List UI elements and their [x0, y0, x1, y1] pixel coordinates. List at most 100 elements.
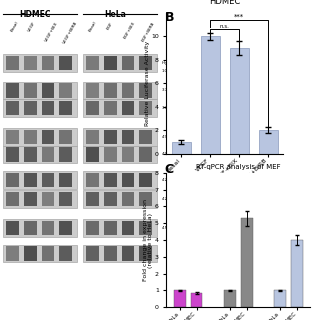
- Bar: [291, 240, 303, 307]
- Bar: [3, 99, 77, 117]
- Bar: [3, 54, 77, 72]
- Bar: [104, 221, 117, 235]
- Bar: [83, 146, 157, 163]
- Bar: [122, 130, 134, 144]
- Bar: [42, 130, 54, 144]
- Bar: [3, 219, 77, 237]
- Bar: [86, 246, 99, 261]
- Bar: [86, 56, 99, 70]
- Text: ***: ***: [234, 14, 244, 20]
- Bar: [6, 101, 19, 115]
- Bar: [122, 83, 134, 98]
- Bar: [83, 54, 157, 72]
- Title: RT-qPCR analysis of MEF: RT-qPCR analysis of MEF: [196, 164, 281, 170]
- Text: 45 kDa: 45 kDa: [162, 226, 176, 230]
- Bar: [24, 83, 37, 98]
- Bar: [42, 221, 54, 235]
- Bar: [6, 192, 19, 206]
- Bar: [83, 190, 157, 208]
- Bar: [139, 192, 152, 206]
- Text: 37 kDa: 37 kDa: [162, 106, 176, 110]
- Bar: [24, 246, 37, 261]
- Bar: [139, 83, 152, 98]
- Bar: [3, 128, 77, 146]
- Bar: [201, 36, 220, 154]
- Bar: [86, 192, 99, 206]
- Text: 37 kDa: 37 kDa: [162, 88, 176, 92]
- Bar: [172, 142, 191, 154]
- Bar: [104, 101, 117, 115]
- Title: HDMEC: HDMEC: [209, 0, 240, 6]
- Bar: [122, 147, 134, 162]
- Bar: [24, 56, 37, 70]
- Bar: [3, 171, 77, 189]
- Bar: [86, 101, 99, 115]
- Bar: [139, 246, 152, 261]
- Bar: [42, 56, 54, 70]
- Bar: [83, 82, 157, 99]
- Bar: [3, 82, 77, 99]
- Bar: [59, 130, 72, 144]
- Text: 49 kDa: 49 kDa: [162, 152, 176, 156]
- Bar: [59, 147, 72, 162]
- Bar: [24, 173, 37, 187]
- Bar: [42, 101, 54, 115]
- Bar: [86, 221, 99, 235]
- Bar: [6, 83, 19, 98]
- Bar: [274, 291, 286, 307]
- Bar: [191, 293, 203, 307]
- Bar: [24, 192, 37, 206]
- Y-axis label: Relative Luciferase Activity: Relative Luciferase Activity: [145, 41, 150, 126]
- Bar: [139, 56, 152, 70]
- Bar: [6, 130, 19, 144]
- Bar: [59, 221, 72, 235]
- Text: Hyper Phos-ERK5: Hyper Phos-ERK5: [162, 61, 197, 65]
- Bar: [86, 130, 99, 144]
- Bar: [104, 130, 117, 144]
- Text: EGF: EGF: [106, 21, 113, 30]
- Y-axis label: Fold change in expression
(relative to HeLa): Fold change in expression (relative to H…: [143, 199, 153, 281]
- Bar: [259, 130, 278, 154]
- Bar: [139, 173, 152, 187]
- Text: 49 kDa: 49 kDa: [162, 135, 176, 139]
- Bar: [241, 218, 252, 307]
- Bar: [59, 83, 72, 98]
- Bar: [224, 291, 236, 307]
- Bar: [6, 147, 19, 162]
- Bar: [139, 221, 152, 235]
- Bar: [174, 291, 186, 307]
- Bar: [59, 192, 72, 206]
- Bar: [42, 83, 54, 98]
- Bar: [122, 246, 134, 261]
- Text: Basal: Basal: [88, 21, 97, 33]
- Bar: [139, 101, 152, 115]
- Text: VEGF+BIX: VEGF+BIX: [45, 21, 60, 42]
- Bar: [6, 246, 19, 261]
- Text: Basal: Basal: [10, 21, 19, 33]
- Text: 42/44 kDa: 42/44 kDa: [162, 178, 182, 182]
- Bar: [139, 130, 152, 144]
- Bar: [3, 146, 77, 163]
- Bar: [6, 221, 19, 235]
- Bar: [24, 147, 37, 162]
- Bar: [122, 221, 134, 235]
- Bar: [24, 101, 37, 115]
- Bar: [42, 192, 54, 206]
- Bar: [104, 173, 117, 187]
- Bar: [104, 147, 117, 162]
- Bar: [83, 99, 157, 117]
- Bar: [3, 245, 77, 262]
- Bar: [104, 83, 117, 98]
- Text: B: B: [165, 11, 174, 24]
- Text: HeLa: HeLa: [104, 10, 126, 19]
- Bar: [122, 173, 134, 187]
- Bar: [104, 192, 117, 206]
- Bar: [24, 221, 37, 235]
- Bar: [230, 48, 249, 154]
- Bar: [59, 56, 72, 70]
- Bar: [59, 246, 72, 261]
- Text: C: C: [165, 163, 174, 176]
- Text: EGF+BIX: EGF+BIX: [123, 21, 136, 40]
- Bar: [6, 173, 19, 187]
- Bar: [24, 130, 37, 144]
